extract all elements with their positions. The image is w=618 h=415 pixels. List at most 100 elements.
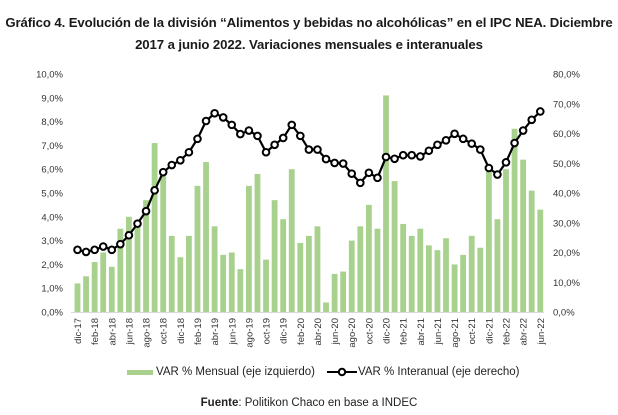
line-point <box>450 129 459 139</box>
line-point <box>416 152 425 161</box>
bar <box>408 235 415 312</box>
line-point <box>381 152 391 162</box>
bar <box>143 200 149 312</box>
bar <box>477 247 484 312</box>
source-label: Fuente <box>200 397 239 409</box>
bar <box>126 216 132 312</box>
chart-title: Gráfico 4. Evolución de la división “Ali… <box>0 12 618 56</box>
bar <box>314 226 321 312</box>
bar <box>220 254 227 312</box>
x-tick-label: dic-17 <box>73 318 84 344</box>
left-tick-label: 8,0% <box>41 117 63 128</box>
line-point <box>484 163 494 173</box>
bar <box>520 159 527 312</box>
line-point <box>441 136 451 145</box>
bar <box>340 271 347 312</box>
line-point <box>201 116 211 126</box>
bar <box>91 262 98 312</box>
bar <box>468 235 475 312</box>
x-tick-label: feb-20 <box>296 318 307 345</box>
bar <box>460 254 467 312</box>
x-tick-label: dic-20 <box>382 318 393 344</box>
x-tick-label: dic-18 <box>176 318 187 344</box>
line-point <box>116 239 125 249</box>
bar <box>271 200 278 312</box>
x-tick-label: abr-18 <box>107 318 118 345</box>
bar <box>186 235 192 312</box>
legend-line-marker-icon <box>327 367 357 377</box>
bar <box>203 162 209 312</box>
right-tick-label: 10,0% <box>553 278 580 289</box>
line-point <box>124 230 134 240</box>
line-point <box>518 126 528 135</box>
bar <box>168 235 175 312</box>
bar <box>263 259 269 312</box>
chart-title-line-1: Gráfico 4. Evolución de la división “Ali… <box>5 15 613 30</box>
left-tick-label: 4,0% <box>41 212 63 223</box>
bar <box>160 176 167 312</box>
left-tick-label: 1,0% <box>41 284 63 295</box>
line-point <box>527 115 537 125</box>
bar <box>100 252 107 312</box>
line-point <box>227 120 237 130</box>
x-tick-label: dic-21 <box>484 318 495 344</box>
bar-series-mensual <box>74 95 544 312</box>
x-tick-label: jun-19 <box>227 318 238 345</box>
line-point <box>296 131 305 141</box>
x-tick-label: ago-18 <box>142 318 153 348</box>
source-text: : Politikon Chaco en base a INDEC <box>238 397 418 409</box>
legend-item-mensual: VAR % Mensual (eje izquierdo) <box>127 366 315 378</box>
bar <box>331 273 338 312</box>
left-tick-label: 10,0% <box>36 70 63 81</box>
right-tick-label: 60,0% <box>553 129 580 140</box>
line-point <box>493 170 502 179</box>
left-axis: 0,0% 1,0% 2,0% 3,0% 4,0% 5,0% 6,0% 7,0% 8,0% 9,0%… <box>36 70 63 319</box>
x-tick-label: feb-18 <box>90 318 101 345</box>
left-tick-label: 9,0% <box>41 93 63 104</box>
line-point <box>364 168 374 178</box>
line-point <box>90 245 99 255</box>
x-tick-label: abr-19 <box>210 318 221 345</box>
x-tick-label: abr-21 <box>416 318 427 345</box>
bar <box>134 221 141 312</box>
source-note: Fuente: Politikon Chaco en base a INDEC <box>0 397 618 409</box>
left-tick-label: 5,0% <box>41 189 63 200</box>
bar <box>323 302 329 312</box>
line-point <box>218 113 228 122</box>
right-tick-label: 20,0% <box>553 248 580 259</box>
line-point <box>458 134 468 144</box>
line-point <box>347 169 357 178</box>
bar <box>537 209 544 312</box>
x-tick-label: oct-20 <box>364 318 375 344</box>
legend-label-interanual: VAR % Interanual (eje derecho) <box>358 366 520 378</box>
bar <box>494 219 501 312</box>
bar <box>383 95 389 312</box>
x-tick-label: jun-18 <box>124 318 135 345</box>
x-tick-label: abr-22 <box>519 318 530 345</box>
bar <box>434 250 441 312</box>
bar <box>425 245 432 312</box>
line-point <box>338 159 348 168</box>
left-tick-label: 2,0% <box>41 260 63 271</box>
line-point <box>424 146 434 156</box>
x-tick-label: ago-19 <box>244 318 255 348</box>
line-point <box>98 242 108 251</box>
bar <box>305 235 312 312</box>
x-tick-label: oct-19 <box>262 318 273 344</box>
line-point <box>501 158 511 167</box>
line-point <box>167 160 177 170</box>
x-tick-label: oct-18 <box>159 318 170 344</box>
line-point <box>510 138 519 148</box>
bar <box>288 169 295 312</box>
bar <box>503 169 509 312</box>
x-tick-label: ago-21 <box>450 318 461 348</box>
bar <box>391 181 398 312</box>
x-tick-label: jun-20 <box>330 318 341 345</box>
line-point <box>304 145 314 154</box>
x-tick-label: jun-22 <box>536 318 547 345</box>
line-point <box>184 147 194 157</box>
line-point <box>73 245 82 255</box>
line-point <box>390 154 399 164</box>
x-tick-label: jun-21 <box>433 318 444 345</box>
